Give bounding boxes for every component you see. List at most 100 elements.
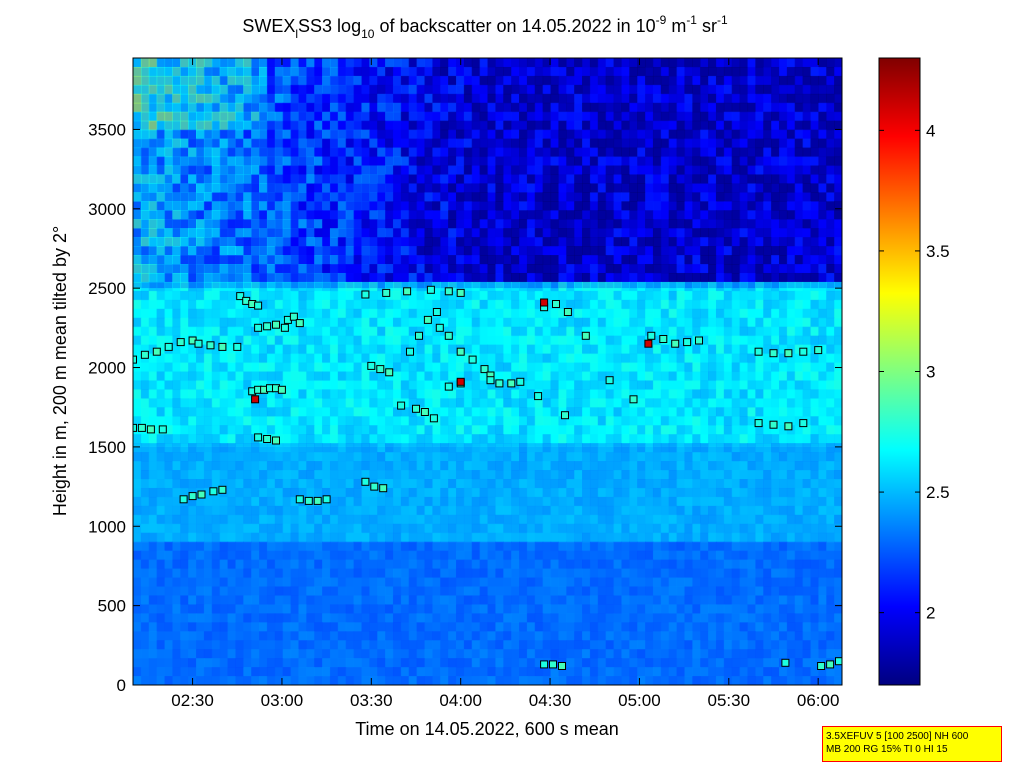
heat-cell xyxy=(314,398,323,408)
heat-cell xyxy=(172,138,181,149)
heat-cell xyxy=(676,210,686,220)
heat-cell xyxy=(558,156,567,167)
heat-cell xyxy=(251,147,260,158)
heat-cell xyxy=(511,478,520,489)
heat-cell xyxy=(692,487,701,498)
heat-cell xyxy=(613,398,623,408)
heat-cell xyxy=(487,156,496,167)
heat-cell xyxy=(172,443,181,453)
heat-cell xyxy=(834,102,842,113)
heat-cell xyxy=(392,183,402,193)
heat-cell xyxy=(471,192,481,202)
heat-cell xyxy=(314,58,323,68)
heat-cell xyxy=(652,389,662,399)
heat-cell xyxy=(203,308,213,319)
heat-cell xyxy=(652,362,662,373)
heat-cell xyxy=(668,434,678,444)
heat-cell xyxy=(353,165,363,176)
heat-cell xyxy=(361,353,370,364)
heat-cell xyxy=(526,255,536,265)
heat-cell xyxy=(511,120,520,131)
heat-cell xyxy=(731,434,741,444)
heat-cell xyxy=(290,407,300,417)
heat-cell xyxy=(448,425,457,435)
heat-cell xyxy=(794,434,804,444)
heat-cell xyxy=(385,219,394,229)
heat-cell xyxy=(353,264,363,274)
heat-cell xyxy=(377,505,386,516)
heat-cell xyxy=(700,120,709,131)
heat-cell xyxy=(589,272,599,283)
heat-cell xyxy=(629,281,638,292)
heat-cell xyxy=(227,255,237,265)
heat-cell xyxy=(511,281,520,292)
heat-cell xyxy=(692,299,701,310)
heat-cell xyxy=(637,201,646,211)
heat-cell xyxy=(353,111,363,122)
heat-cell xyxy=(314,299,323,310)
heat-cell xyxy=(771,183,780,193)
heat-cell xyxy=(668,487,678,498)
heat-cell xyxy=(188,129,197,140)
heat-cell xyxy=(314,505,323,516)
heat-cell xyxy=(329,201,339,211)
heat-cell xyxy=(826,434,835,444)
heat-cell xyxy=(511,165,520,176)
heat-cell xyxy=(652,183,662,193)
heat-cell xyxy=(676,514,686,525)
heat-cell xyxy=(156,192,166,202)
heat-cell xyxy=(526,192,536,202)
heat-cell xyxy=(755,272,764,283)
heat-cell xyxy=(392,496,402,507)
heat-cell xyxy=(211,326,221,337)
heat-cell xyxy=(605,470,615,480)
heat-cell xyxy=(645,326,654,337)
heat-cell xyxy=(676,461,686,471)
heat-cell xyxy=(503,66,512,77)
heat-cell xyxy=(314,138,323,149)
heat-cell xyxy=(652,335,662,346)
heat-cell xyxy=(329,496,339,507)
heat-cell xyxy=(786,228,796,238)
heat-cell xyxy=(597,219,607,229)
heat-cell xyxy=(377,156,386,167)
heat-cell xyxy=(503,461,512,471)
heat-cell xyxy=(660,416,670,426)
heat-cell xyxy=(337,228,347,238)
heat-cell xyxy=(361,362,370,373)
heat-cell xyxy=(810,246,819,256)
heat-cell xyxy=(668,192,678,202)
heat-cell xyxy=(526,308,536,319)
heat-cell xyxy=(597,165,607,176)
heat-cell xyxy=(479,165,489,176)
heat-cell xyxy=(345,183,355,193)
heat-cell xyxy=(652,165,662,176)
heat-cell xyxy=(400,452,410,462)
heat-cell xyxy=(794,514,804,525)
heat-cell xyxy=(188,344,197,355)
heat-cell xyxy=(282,407,292,417)
heat-cell xyxy=(802,272,812,283)
heat-cell xyxy=(621,201,630,211)
heat-cell xyxy=(495,264,504,274)
heat-cell xyxy=(589,246,599,256)
heat-cell xyxy=(227,93,237,104)
heat-cell xyxy=(826,290,835,301)
heat-cell xyxy=(314,532,323,543)
heat-cell xyxy=(589,371,599,382)
heat-cell xyxy=(243,219,252,229)
heat-cell xyxy=(660,523,670,534)
heat-cell xyxy=(274,174,284,184)
heat-cell xyxy=(794,380,804,391)
heat-cell xyxy=(211,237,221,247)
heat-cell xyxy=(345,93,355,104)
heat-cell xyxy=(479,102,489,113)
heat-cell xyxy=(810,326,819,337)
heat-cell xyxy=(810,66,819,77)
heat-cell xyxy=(448,308,457,319)
heat-cell xyxy=(550,281,559,292)
heat-cell xyxy=(574,66,583,77)
heat-cell xyxy=(266,246,276,256)
heat-cell xyxy=(715,461,725,471)
heat-cell xyxy=(274,425,284,435)
